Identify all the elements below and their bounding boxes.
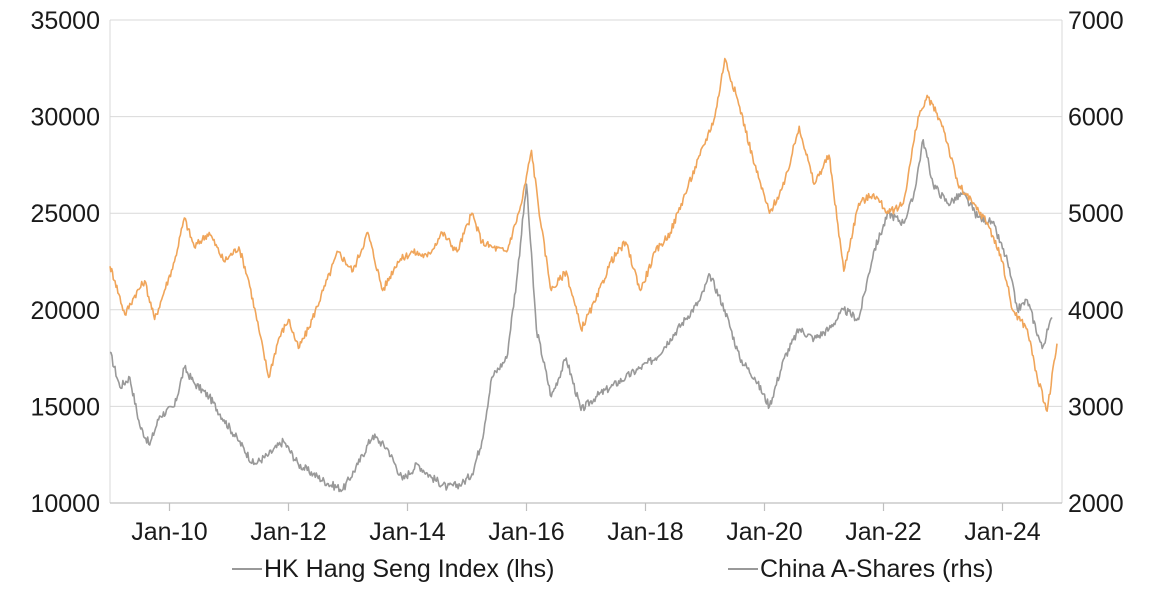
axes: 10000 15000 20000 25000 30000 35000 2000 3000 40… — [30, 7, 1123, 546]
legend-label: HK Hang Seng Index (lhs) — [264, 555, 554, 583]
x-tick-label: Jan-10 — [131, 518, 207, 546]
y-right-tick-label: 4000 — [1068, 297, 1124, 325]
series-line-1 — [109, 57, 1058, 412]
y-left-tick-label: 10000 — [30, 490, 100, 518]
x-tick-label: Jan-22 — [845, 518, 921, 546]
y-right-tick-label: 7000 — [1068, 7, 1124, 35]
y-left-tick-label: 15000 — [30, 393, 100, 421]
x-tick-label: Jan-18 — [607, 518, 683, 546]
y-right-tick-label: 3000 — [1068, 393, 1124, 421]
series-line-0 — [109, 139, 1053, 493]
y-right-tick-label: 2000 — [1068, 490, 1124, 518]
y-right-tick-label: 5000 — [1068, 200, 1124, 228]
y-left-tick-label: 25000 — [30, 200, 100, 228]
legend: HK Hang Seng Index (lhs) China A-Shares (… — [232, 555, 993, 583]
y-left-tick-label: 20000 — [30, 297, 100, 325]
x-tick-label: Jan-12 — [250, 518, 326, 546]
x-tick-label: Jan-20 — [726, 518, 802, 546]
y-right-tick-label: 6000 — [1068, 104, 1124, 132]
y-left-tick-label: 30000 — [30, 104, 100, 132]
x-tick-label: Jan-14 — [369, 518, 446, 546]
series — [109, 57, 1058, 493]
legend-label: China A-Shares (rhs) — [760, 555, 993, 583]
y-left-tick-label: 35000 — [30, 7, 100, 35]
gridlines — [110, 19, 1062, 504]
x-tick-label: Jan-16 — [488, 518, 564, 546]
x-tick-label: Jan-24 — [964, 518, 1041, 546]
